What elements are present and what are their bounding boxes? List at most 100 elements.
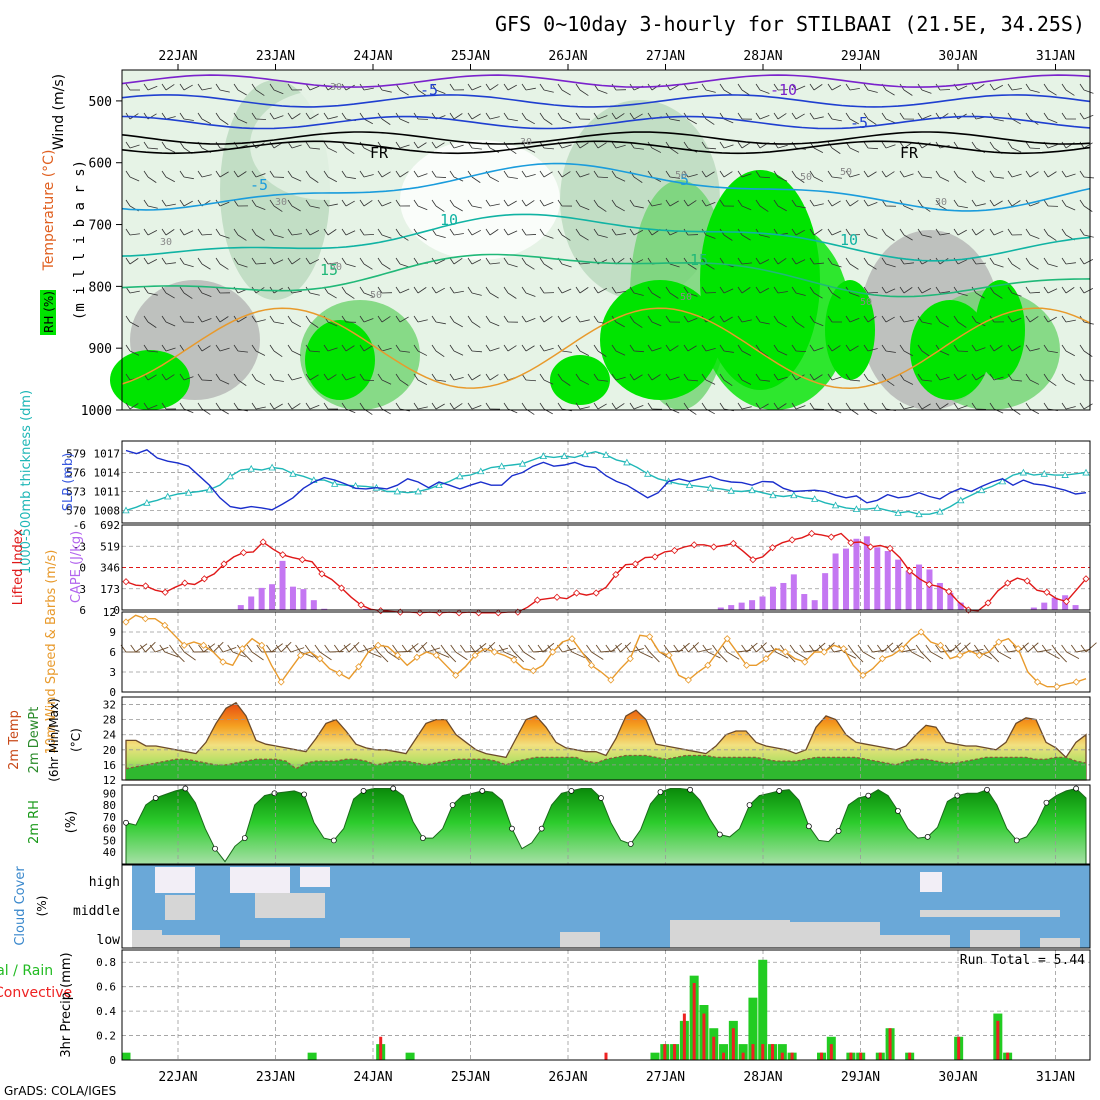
thickness-series-point xyxy=(1061,471,1069,478)
wind-barb xyxy=(309,292,320,296)
wind-barb xyxy=(1047,171,1057,178)
rh-label: 30 xyxy=(275,197,287,208)
wind-barb xyxy=(615,321,625,328)
thickness-series-point xyxy=(811,495,819,502)
rh-point xyxy=(1043,799,1050,806)
wind-barb xyxy=(543,147,554,150)
lifted-index-series-point xyxy=(671,546,679,555)
wind-barb xyxy=(1011,345,1021,352)
wind-barb xyxy=(957,321,967,328)
wind-barb xyxy=(773,83,779,91)
thickness-series-point xyxy=(1082,468,1090,476)
wind-barb xyxy=(273,205,283,212)
wind-barb xyxy=(701,344,707,352)
wind-barb xyxy=(813,203,824,207)
wind-barb xyxy=(489,116,500,120)
wind-barb xyxy=(489,203,500,207)
wind-barb xyxy=(561,171,571,178)
wind-barb xyxy=(503,315,509,323)
wind-barb xyxy=(1047,234,1057,241)
wind-barb xyxy=(255,319,266,323)
wind-barb xyxy=(179,228,185,236)
wind-barb xyxy=(269,83,275,91)
wind-barb xyxy=(777,350,788,356)
wind-barb xyxy=(899,344,905,352)
wind-barb xyxy=(435,142,445,149)
wind-barb xyxy=(687,292,698,297)
rh-point xyxy=(895,808,901,814)
wind-barb xyxy=(593,315,599,323)
precip-convective-bar xyxy=(663,1044,667,1060)
wind-barb xyxy=(269,141,275,149)
wind-barb xyxy=(233,228,239,236)
wind-speed-series-point xyxy=(413,653,421,661)
wind-barb xyxy=(431,141,437,149)
wind-barb xyxy=(435,287,445,294)
rh-area xyxy=(125,787,1087,865)
wind-barb xyxy=(665,83,671,91)
wind-barb xyxy=(431,286,437,294)
wind-barb xyxy=(944,644,951,653)
wind-barb xyxy=(1061,112,1067,120)
wind-barb xyxy=(1083,89,1094,94)
wind-barb xyxy=(863,315,869,323)
y-tick-label: 346 xyxy=(100,562,120,575)
rh-point xyxy=(657,789,664,795)
wind-barb xyxy=(1065,205,1076,211)
thickness-series-point xyxy=(602,451,610,458)
dewpoint-series xyxy=(125,754,1087,770)
wind-barb xyxy=(575,286,581,294)
wind-barb xyxy=(295,644,301,653)
wind-barb xyxy=(809,170,815,178)
wind-barb xyxy=(813,229,823,236)
wind-barb xyxy=(845,257,851,265)
rh-point xyxy=(627,841,634,847)
wind-barb xyxy=(957,176,967,183)
wind-barb xyxy=(993,292,1003,299)
wind-barb xyxy=(183,84,193,91)
wind-barb xyxy=(723,288,734,294)
wind-barb xyxy=(702,644,709,653)
wind-barb xyxy=(341,257,347,265)
wind-barb xyxy=(971,315,977,323)
wind-barb xyxy=(183,200,193,207)
wind-barb xyxy=(719,402,725,410)
wind-barb xyxy=(903,205,914,211)
wind-barb xyxy=(1083,142,1093,149)
wind-barb xyxy=(593,141,599,149)
y-tick-label: 0.2 xyxy=(96,1030,116,1043)
wind-barb xyxy=(863,344,869,352)
wind-barb xyxy=(610,642,623,653)
wind-barb xyxy=(1061,199,1067,207)
wind-barb xyxy=(309,350,320,353)
wind-barb xyxy=(775,651,789,659)
rh-point xyxy=(271,790,278,797)
wind-barb xyxy=(885,171,895,178)
wind-barb xyxy=(1007,199,1013,207)
wind-speed-series-point xyxy=(529,667,537,675)
wind-barb xyxy=(917,402,923,410)
date-label: 26JAN xyxy=(548,49,587,64)
wind-barb xyxy=(329,650,344,653)
wind-barb xyxy=(255,173,266,178)
wind-barb xyxy=(723,316,733,323)
wind-barb xyxy=(1047,379,1057,386)
wind-barb xyxy=(453,290,464,294)
wind-barb xyxy=(867,263,877,270)
wind-barb xyxy=(417,234,427,241)
wind-barb xyxy=(435,379,446,382)
wind-barb xyxy=(1007,373,1013,381)
wind-barb xyxy=(813,262,824,265)
panel-frame xyxy=(121,611,1091,693)
wind-barb xyxy=(633,405,644,410)
cloud-low xyxy=(1040,938,1080,948)
wind-barb xyxy=(1043,315,1049,323)
wind-barb xyxy=(363,87,374,91)
wind-barb xyxy=(737,373,743,381)
cape-bar xyxy=(738,602,745,610)
wind-speed-series-point xyxy=(743,661,751,669)
wind-barb xyxy=(849,379,860,382)
legend-dewpt: 2m DewPt xyxy=(27,707,42,774)
wind-barb xyxy=(633,229,643,236)
